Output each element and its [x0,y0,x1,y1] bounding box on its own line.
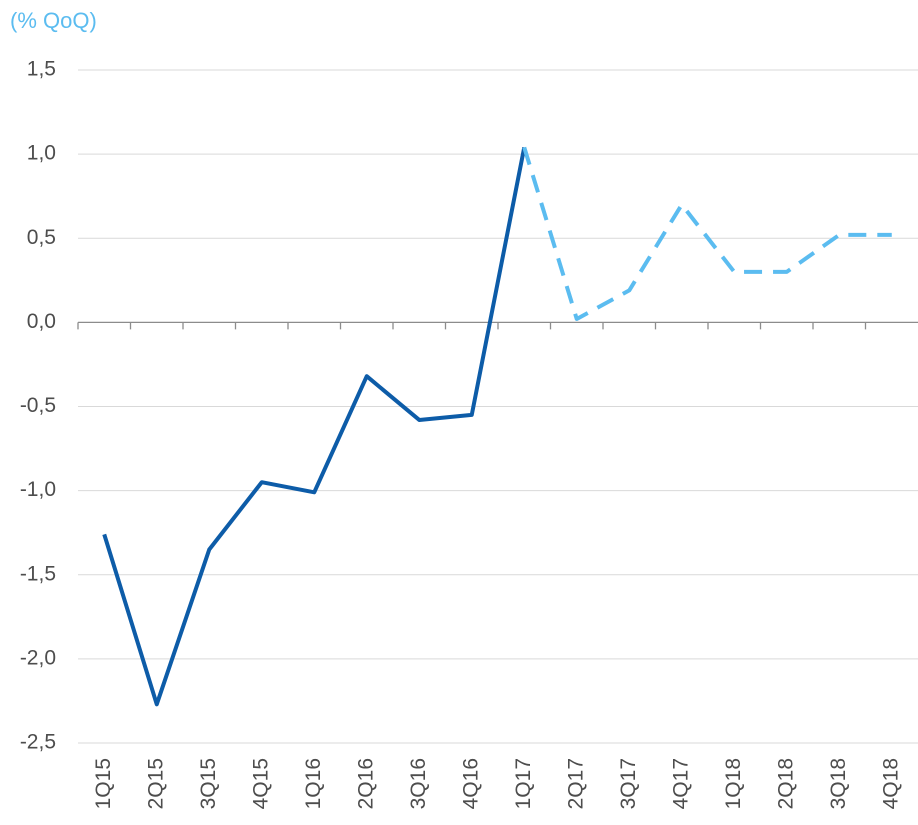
x-tick-label: 4Q15 [249,758,272,809]
y-tick-label: -0,5 [20,394,56,417]
y-tick-label: 0,0 [27,310,56,333]
x-tick-label: 4Q18 [879,758,902,809]
x-tick-label: 1Q18 [722,758,745,809]
x-tick-label: 4Q16 [459,758,482,809]
x-tick-label: 2Q17 [564,758,587,809]
x-tick-label: 1Q17 [512,758,535,809]
x-tick-label: 3Q17 [617,758,640,809]
line [102,147,527,707]
x-tick-label: 3Q15 [197,758,220,809]
x-tick-label: 1Q16 [302,758,325,809]
y-tick-label: -1,5 [20,562,56,585]
y-tick-label: 0,5 [27,226,56,249]
x-tick-label: 2Q15 [144,758,167,809]
y-tick-label: -2,5 [20,731,56,754]
x-tick-label: 3Q16 [407,758,430,809]
y-tick-label: -1,0 [20,478,56,501]
x-tick-label: 1Q15 [92,758,115,809]
y-tick-label: 1,0 [27,142,56,165]
x-tick-label: 3Q18 [827,758,850,809]
chart-subtitle: (% QoQ) [10,8,97,33]
x-tick-label: 2Q18 [774,758,797,809]
x-tick-label: 4Q17 [669,758,692,809]
x-tick-label: 2Q16 [354,758,377,809]
y-tick-label: 1,5 [27,58,56,81]
y-tick-label: -2,0 [20,646,56,669]
line [522,146,892,322]
